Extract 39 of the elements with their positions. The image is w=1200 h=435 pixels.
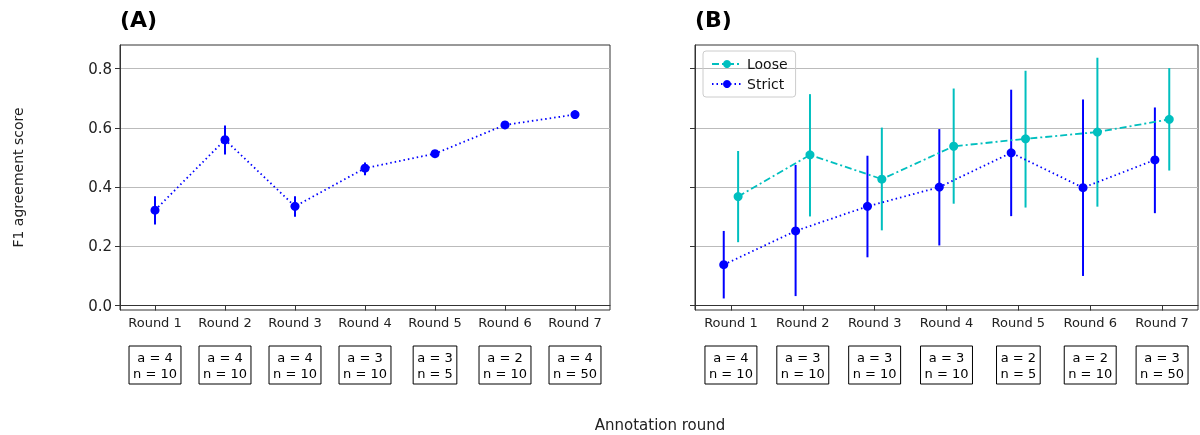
text: a = 2 n = 10 <box>483 349 527 381</box>
text: a = 4 n = 10 <box>133 349 177 381</box>
chart-title: (A) <box>120 6 158 32</box>
text: a = 3 n = 10 <box>852 349 897 381</box>
y-tick-label: 0.4 <box>88 178 112 197</box>
x-tick-label: Round 2 <box>776 315 830 330</box>
x-tick-label: Round 2 <box>198 315 252 330</box>
text: a = 3 n = 5 <box>417 349 453 381</box>
text: a = 4 n = 50 <box>553 349 597 381</box>
x-tick-label: Round 3 <box>268 315 322 330</box>
x-tick-label: Round 6 <box>478 315 532 330</box>
text: a = 4 n = 10 <box>203 349 247 381</box>
text: a = 3 n = 10 <box>780 349 825 381</box>
x-tick-label: Round 5 <box>991 315 1046 330</box>
text: a = 4 n = 10 <box>708 349 753 381</box>
text: a = 3 n = 10 <box>924 349 969 381</box>
x-tick-label: Round 7 <box>548 315 602 330</box>
x-tick-label: Round 5 <box>408 315 462 330</box>
y-tick-label: 0.6 <box>88 118 112 137</box>
x-axis-title: Annotation round <box>594 416 726 434</box>
y-tick-label: 0.2 <box>88 237 112 256</box>
chart-title: (B) <box>695 6 732 32</box>
text: a = 3 n = 10 <box>343 349 387 381</box>
x-tick-label: Round 6 <box>1063 315 1117 330</box>
legend-label: Loose <box>747 56 788 72</box>
x-tick-label: Round 4 <box>338 315 392 330</box>
x-tick-label: Round 1 <box>704 315 758 330</box>
text: a = 3 n = 50 <box>1140 349 1185 381</box>
y-axis-title: F1 agreement score <box>10 107 26 248</box>
text: a = 2 n = 5 <box>1000 349 1037 381</box>
y-tick-label: 0.8 <box>88 59 112 78</box>
text: a = 2 n = 10 <box>1068 349 1113 381</box>
x-tick-label: Round 4 <box>919 315 974 330</box>
y-tick-label: 0.0 <box>88 296 112 315</box>
x-tick-label: Round 1 <box>128 315 182 330</box>
legend-label: Strict <box>747 76 785 92</box>
x-tick-label: Round 7 <box>1135 315 1189 330</box>
text: a = 4 n = 10 <box>273 349 317 381</box>
x-tick-label: Round 3 <box>847 315 902 330</box>
